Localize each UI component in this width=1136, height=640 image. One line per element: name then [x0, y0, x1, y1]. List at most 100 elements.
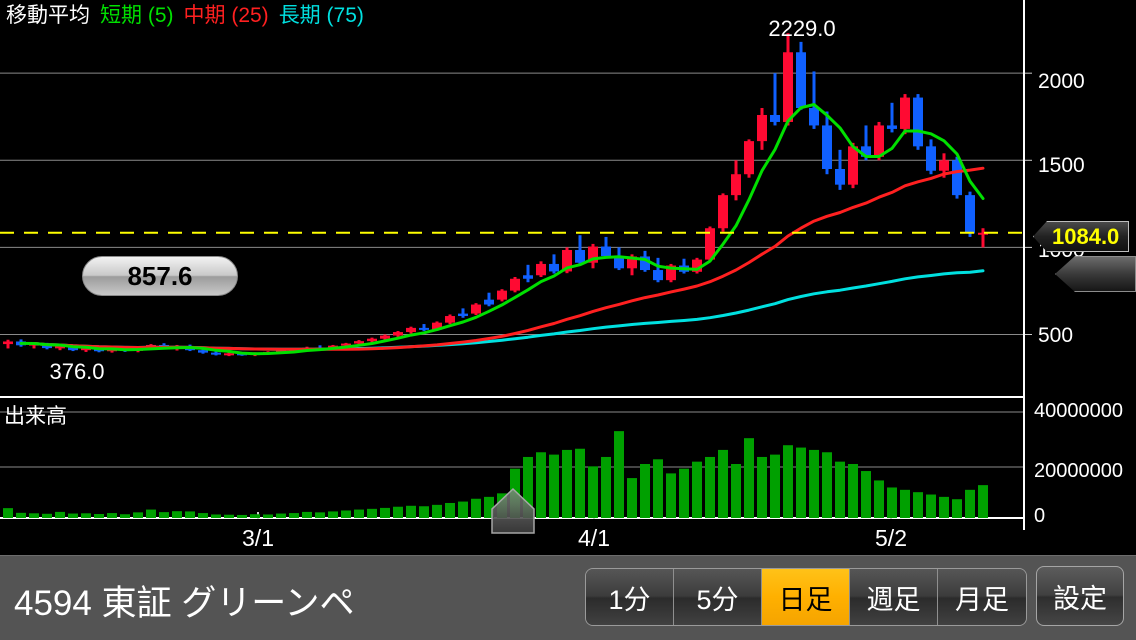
candle-body	[68, 346, 78, 351]
volume-bar	[29, 513, 39, 518]
timeframe-button-3[interactable]: 週足	[850, 569, 938, 625]
volume-bar	[939, 496, 949, 518]
candle-body	[692, 259, 702, 272]
volume-bar	[250, 514, 260, 518]
date-axis-tick-2: 4/1	[578, 525, 610, 551]
timeframe-button-2[interactable]: 日足	[762, 569, 850, 625]
candle-body	[783, 52, 793, 122]
settings-button[interactable]: 設定	[1036, 566, 1124, 626]
candle-body	[900, 97, 910, 129]
volume-bar	[159, 512, 169, 518]
volume-section-title: 出来高	[4, 405, 67, 428]
volume-bar	[393, 506, 403, 518]
volume-bar	[68, 513, 78, 518]
crosshair-value-pill[interactable]: 857.6	[82, 256, 238, 296]
candle-body	[549, 263, 559, 272]
candle-body	[432, 322, 442, 330]
ticker-name-label: 4594 東証 グリーンペ	[14, 584, 355, 623]
candle-body	[55, 346, 65, 349]
volume-bar	[120, 514, 130, 518]
ma-legend-short: 短期 (5)	[100, 4, 174, 27]
volume-bar	[614, 431, 624, 518]
volume-bar	[926, 494, 936, 518]
volume-bar	[575, 448, 585, 518]
volume-bar	[211, 514, 221, 518]
timeframe-button-4[interactable]: 月足	[938, 569, 1026, 625]
crosshair-drag-handle[interactable]	[1055, 256, 1136, 292]
candle-body	[523, 275, 533, 279]
candle-body	[81, 348, 91, 351]
candle-body	[497, 290, 507, 300]
volume-bar	[822, 452, 832, 518]
candle-body	[458, 313, 468, 317]
volume-bar	[302, 511, 312, 518]
candle-body	[614, 256, 624, 269]
volume-bar	[380, 507, 390, 518]
date-axis-tick-1: 3/1	[242, 525, 274, 551]
candle-body	[874, 125, 884, 157]
candlesticks	[3, 33, 988, 357]
volume-bar	[133, 512, 143, 518]
volume-bar	[692, 461, 702, 518]
volume-bar	[198, 513, 208, 518]
candle-body	[835, 168, 845, 185]
volume-bar	[341, 510, 351, 518]
moving-average-legend: 移動平均 短期 (5) 中期 (25) 長期 (75)	[6, 3, 374, 29]
timeframe-button-1[interactable]: 5分	[674, 569, 762, 625]
volume-bar	[185, 511, 195, 518]
candle-body	[536, 263, 546, 276]
volume-bar	[640, 464, 650, 518]
candle-body	[939, 160, 949, 171]
volume-bar	[55, 511, 65, 518]
candle-body	[705, 228, 715, 260]
candle-body	[653, 270, 663, 281]
candle-body	[484, 299, 494, 305]
volume-bar	[731, 464, 741, 518]
volume-bar	[406, 505, 416, 518]
date-axis-tick-3: 5/2	[875, 525, 907, 551]
candle-body	[952, 160, 962, 196]
candle-body	[978, 232, 988, 235]
candle-body	[367, 338, 377, 342]
volume-bar	[835, 461, 845, 518]
candle-body	[822, 125, 832, 169]
volume-bar	[796, 447, 806, 518]
volume-bar	[354, 509, 364, 518]
volume-bar	[471, 498, 481, 518]
volume-bar	[94, 514, 104, 518]
volume-bar	[900, 489, 910, 518]
volume-bar	[679, 468, 689, 518]
volume-bar	[887, 487, 897, 518]
volume-bars	[3, 431, 988, 518]
volume-bar	[3, 508, 13, 518]
volume-bar	[523, 456, 533, 518]
candle-body	[341, 343, 351, 346]
last-price-flag: 1084.0	[1033, 221, 1130, 252]
volume-bar	[42, 513, 52, 518]
candle-body	[354, 341, 364, 344]
timeframe-button-group[interactable]: 1分 5分 日足 週足 月足	[585, 568, 1027, 626]
volume-bar	[744, 438, 754, 518]
volume-bar	[107, 513, 117, 518]
range-drag-handle[interactable]	[489, 487, 537, 535]
volume-axis-tick-0: 0	[1034, 505, 1046, 527]
candle-body	[3, 341, 13, 345]
volume-axis-tick-40m: 40000000	[1034, 400, 1123, 422]
ma-short-line	[19, 103, 985, 356]
candle-body	[562, 250, 572, 272]
candle-body	[406, 327, 416, 333]
candle-body	[510, 278, 520, 291]
volume-bar	[484, 496, 494, 518]
price-axis-tick-2000: 2000	[1038, 70, 1085, 93]
volume-bar	[549, 454, 559, 518]
candle-body	[796, 52, 806, 109]
volume-axis-tick-20m: 20000000	[1034, 460, 1123, 482]
volume-bar	[419, 506, 429, 518]
price-axis-tick-1500: 1500	[1038, 154, 1085, 177]
candle-body	[744, 141, 754, 175]
candle-body	[640, 256, 650, 271]
candle-body	[224, 353, 234, 356]
timeframe-button-0[interactable]: 1分	[586, 569, 674, 625]
moving-average-lines	[19, 103, 985, 356]
candle-body	[861, 146, 871, 157]
